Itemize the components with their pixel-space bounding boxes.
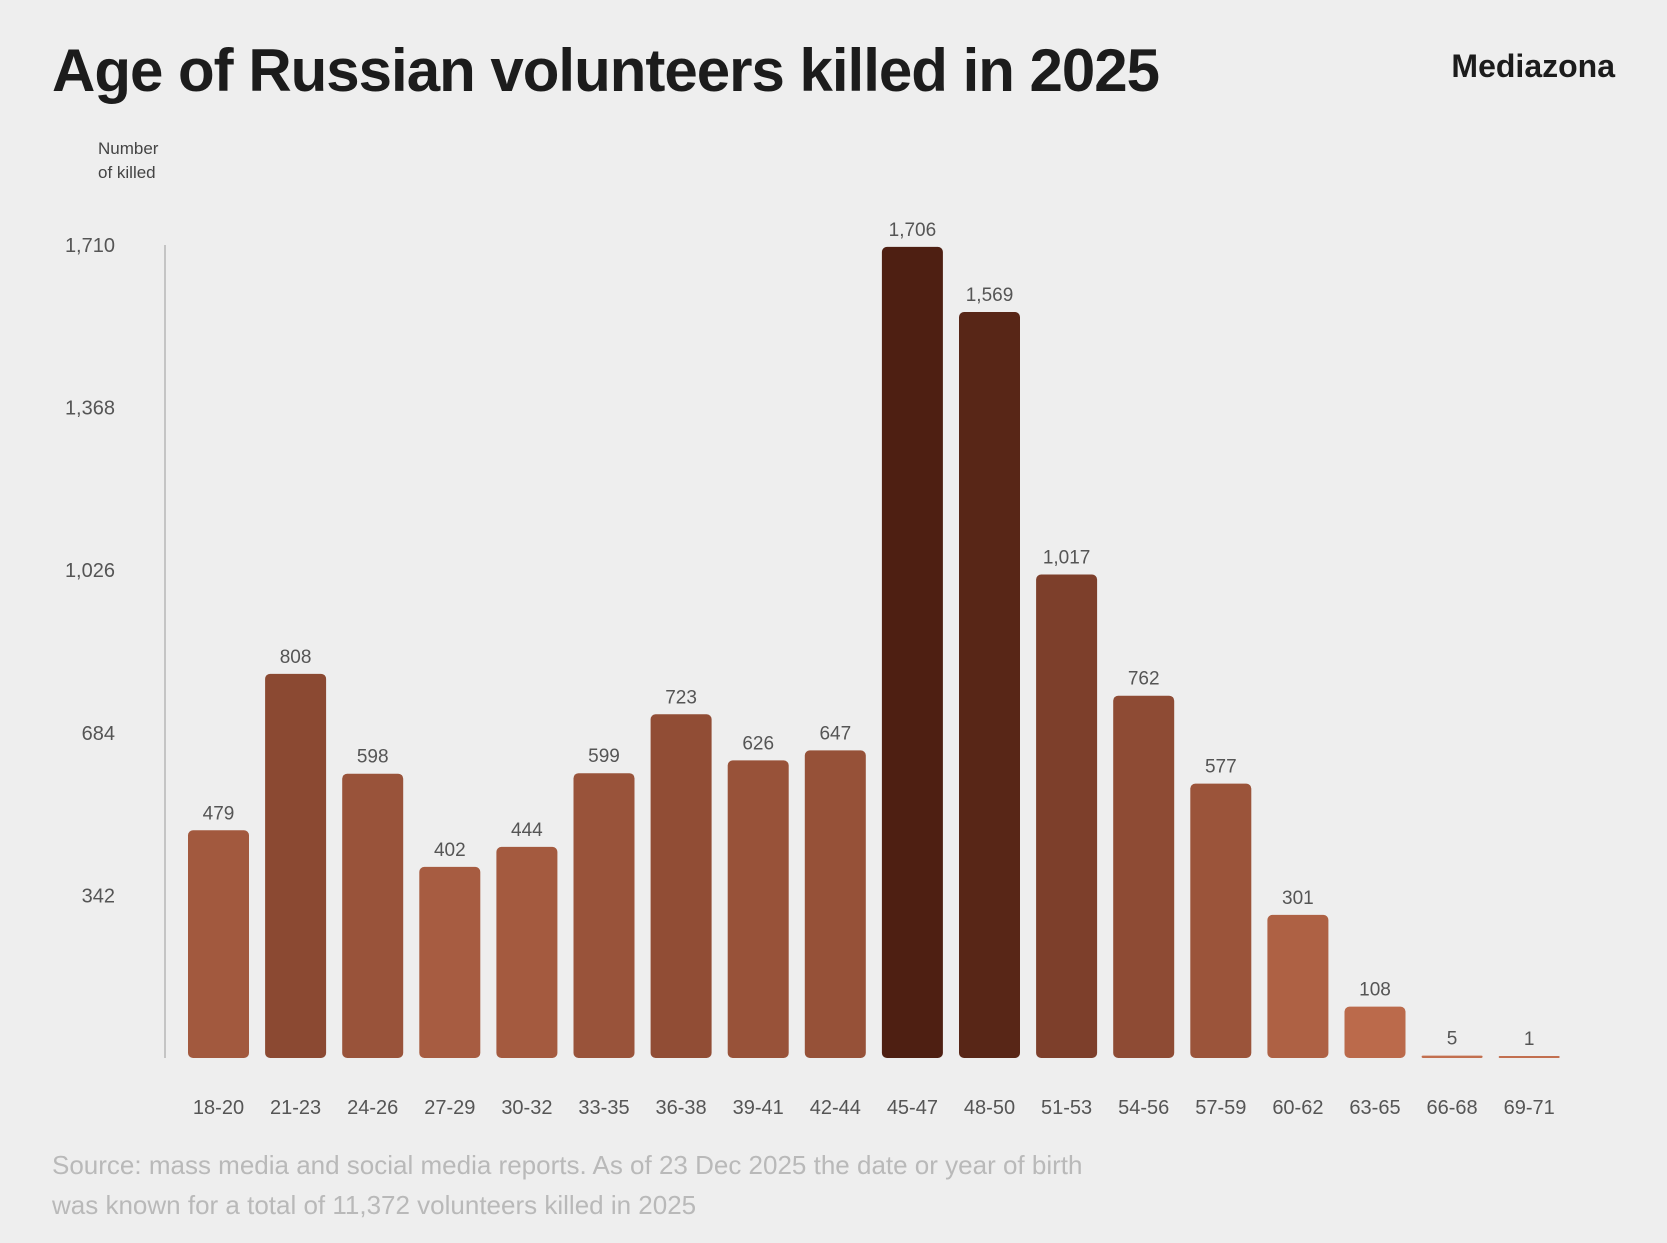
bar <box>1421 1055 1483 1058</box>
bar-value-label: 577 <box>1205 757 1237 778</box>
bar-value-label: 5 <box>1447 1029 1458 1050</box>
source-note: Source: mass media and social media repo… <box>52 1145 1232 1225</box>
y-axis-label: Number of killed <box>98 137 188 185</box>
bar <box>419 866 481 1058</box>
x-tick-label: 69-71 <box>1504 1097 1555 1119</box>
x-tick-label: 45-47 <box>887 1097 938 1119</box>
bar-value-label: 1,017 <box>1043 547 1091 568</box>
bar-value-label: 599 <box>588 746 620 767</box>
bar-value-label: 647 <box>819 723 851 744</box>
x-tick-label: 54-56 <box>1118 1097 1169 1119</box>
bar-value-label: 301 <box>1282 888 1314 909</box>
y-tick-label: 1,026 <box>65 560 115 582</box>
y-axis-label-line-2: of killed <box>98 163 156 182</box>
bar <box>188 830 249 1058</box>
x-tick-label: 66-68 <box>1427 1097 1478 1119</box>
bar <box>1498 1056 1560 1058</box>
y-tick-label: 1,710 <box>65 235 115 257</box>
bar <box>959 312 1020 1058</box>
bar <box>496 846 558 1058</box>
source-line-2: was known for a total of 11,372 voluntee… <box>52 1190 697 1220</box>
bar <box>881 246 943 1059</box>
x-tick-label: 36-38 <box>656 1097 707 1119</box>
bar <box>1344 1006 1406 1058</box>
bar <box>1190 783 1252 1058</box>
bar-value-label: 479 <box>203 803 235 824</box>
bar-value-label: 626 <box>742 733 774 754</box>
source-line-1: Source: mass media and social media repo… <box>52 1150 1083 1180</box>
bar-value-label: 808 <box>280 647 312 668</box>
bar <box>1267 914 1329 1058</box>
chart-title: Age of Russian volunteers killed in 2025 <box>52 37 1160 104</box>
bar-value-label: 402 <box>434 840 466 861</box>
x-tick-label: 27-29 <box>424 1097 475 1119</box>
x-tick-label: 63-65 <box>1349 1097 1400 1119</box>
bar-value-label: 108 <box>1359 980 1391 1001</box>
x-tick-label: 30-32 <box>501 1097 552 1119</box>
x-tick-label: 33-35 <box>578 1097 629 1119</box>
x-tick-label: 39-41 <box>733 1097 784 1119</box>
y-tick-label: 1,368 <box>65 398 115 420</box>
bar-value-label: 1,706 <box>889 220 937 241</box>
x-tick-label: 42-44 <box>810 1097 861 1119</box>
bar-value-label: 444 <box>511 820 543 841</box>
bar <box>573 773 635 1058</box>
x-tick-label: 51-53 <box>1041 1097 1092 1119</box>
bar-value-label: 723 <box>665 687 697 708</box>
bar <box>1113 695 1175 1058</box>
bar <box>650 714 712 1058</box>
bar <box>265 673 327 1058</box>
bar-value-label: 762 <box>1128 669 1160 690</box>
x-tick-label: 57-59 <box>1195 1097 1246 1119</box>
x-tick-label: 60-62 <box>1272 1097 1323 1119</box>
y-tick-label: 342 <box>82 885 115 907</box>
bar <box>804 750 866 1058</box>
bar-value-label: 1,569 <box>966 285 1014 306</box>
bar-value-label: 1 <box>1524 1029 1535 1050</box>
bar-value-label: 598 <box>357 747 389 768</box>
x-tick-label: 48-50 <box>964 1097 1015 1119</box>
x-tick-label: 24-26 <box>347 1097 398 1119</box>
brand-logo: Mediazona <box>1451 48 1615 84</box>
y-axis-label-line-1: Number <box>98 139 159 158</box>
bar <box>342 773 404 1058</box>
y-tick-label: 684 <box>82 723 115 745</box>
x-tick-label: 21-23 <box>270 1097 321 1119</box>
x-tick-label: 18-20 <box>193 1097 244 1119</box>
bar <box>727 760 789 1058</box>
bar <box>1036 574 1098 1058</box>
